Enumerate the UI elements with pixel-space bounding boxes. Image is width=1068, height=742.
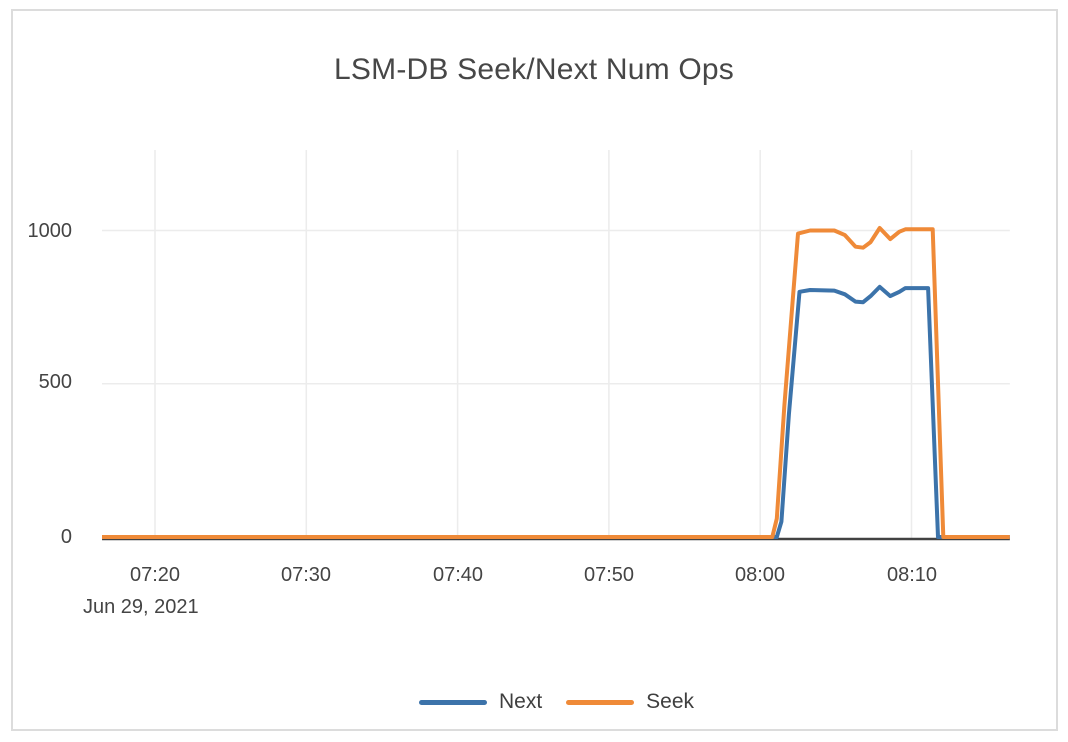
chart-card: [11, 9, 1058, 731]
legend-swatch-seek: [566, 699, 635, 705]
legend-label-seek: Seek: [646, 690, 695, 713]
y-axis-tick-500: 500: [38, 371, 72, 393]
x-axis-date-label: Jun 29, 2021: [83, 596, 199, 618]
x-axis-tick-0800: 08:00: [734, 564, 786, 586]
chart-title: LSM-DB Seek/Next Num Ops: [334, 53, 734, 86]
x-axis-tick-0730: 07:30: [280, 564, 332, 586]
x-axis-tick-0750: 07:50: [583, 564, 635, 586]
x-axis-tick-0810: 08:10: [886, 564, 938, 586]
legend-item-seek[interactable]: Seek: [566, 690, 694, 714]
legend-label-next: Next: [498, 690, 543, 713]
x-axis-tick-0740: 07:40: [432, 564, 484, 586]
x-axis-tick-0720: 07:20: [129, 564, 181, 586]
legend-swatch-next: [418, 699, 487, 705]
y-axis-tick-0: 0: [60, 526, 72, 548]
legend: Next Seek: [103, 687, 1010, 717]
legend-item-next[interactable]: Next: [418, 690, 543, 714]
y-axis-tick-1000: 1000: [27, 220, 73, 242]
